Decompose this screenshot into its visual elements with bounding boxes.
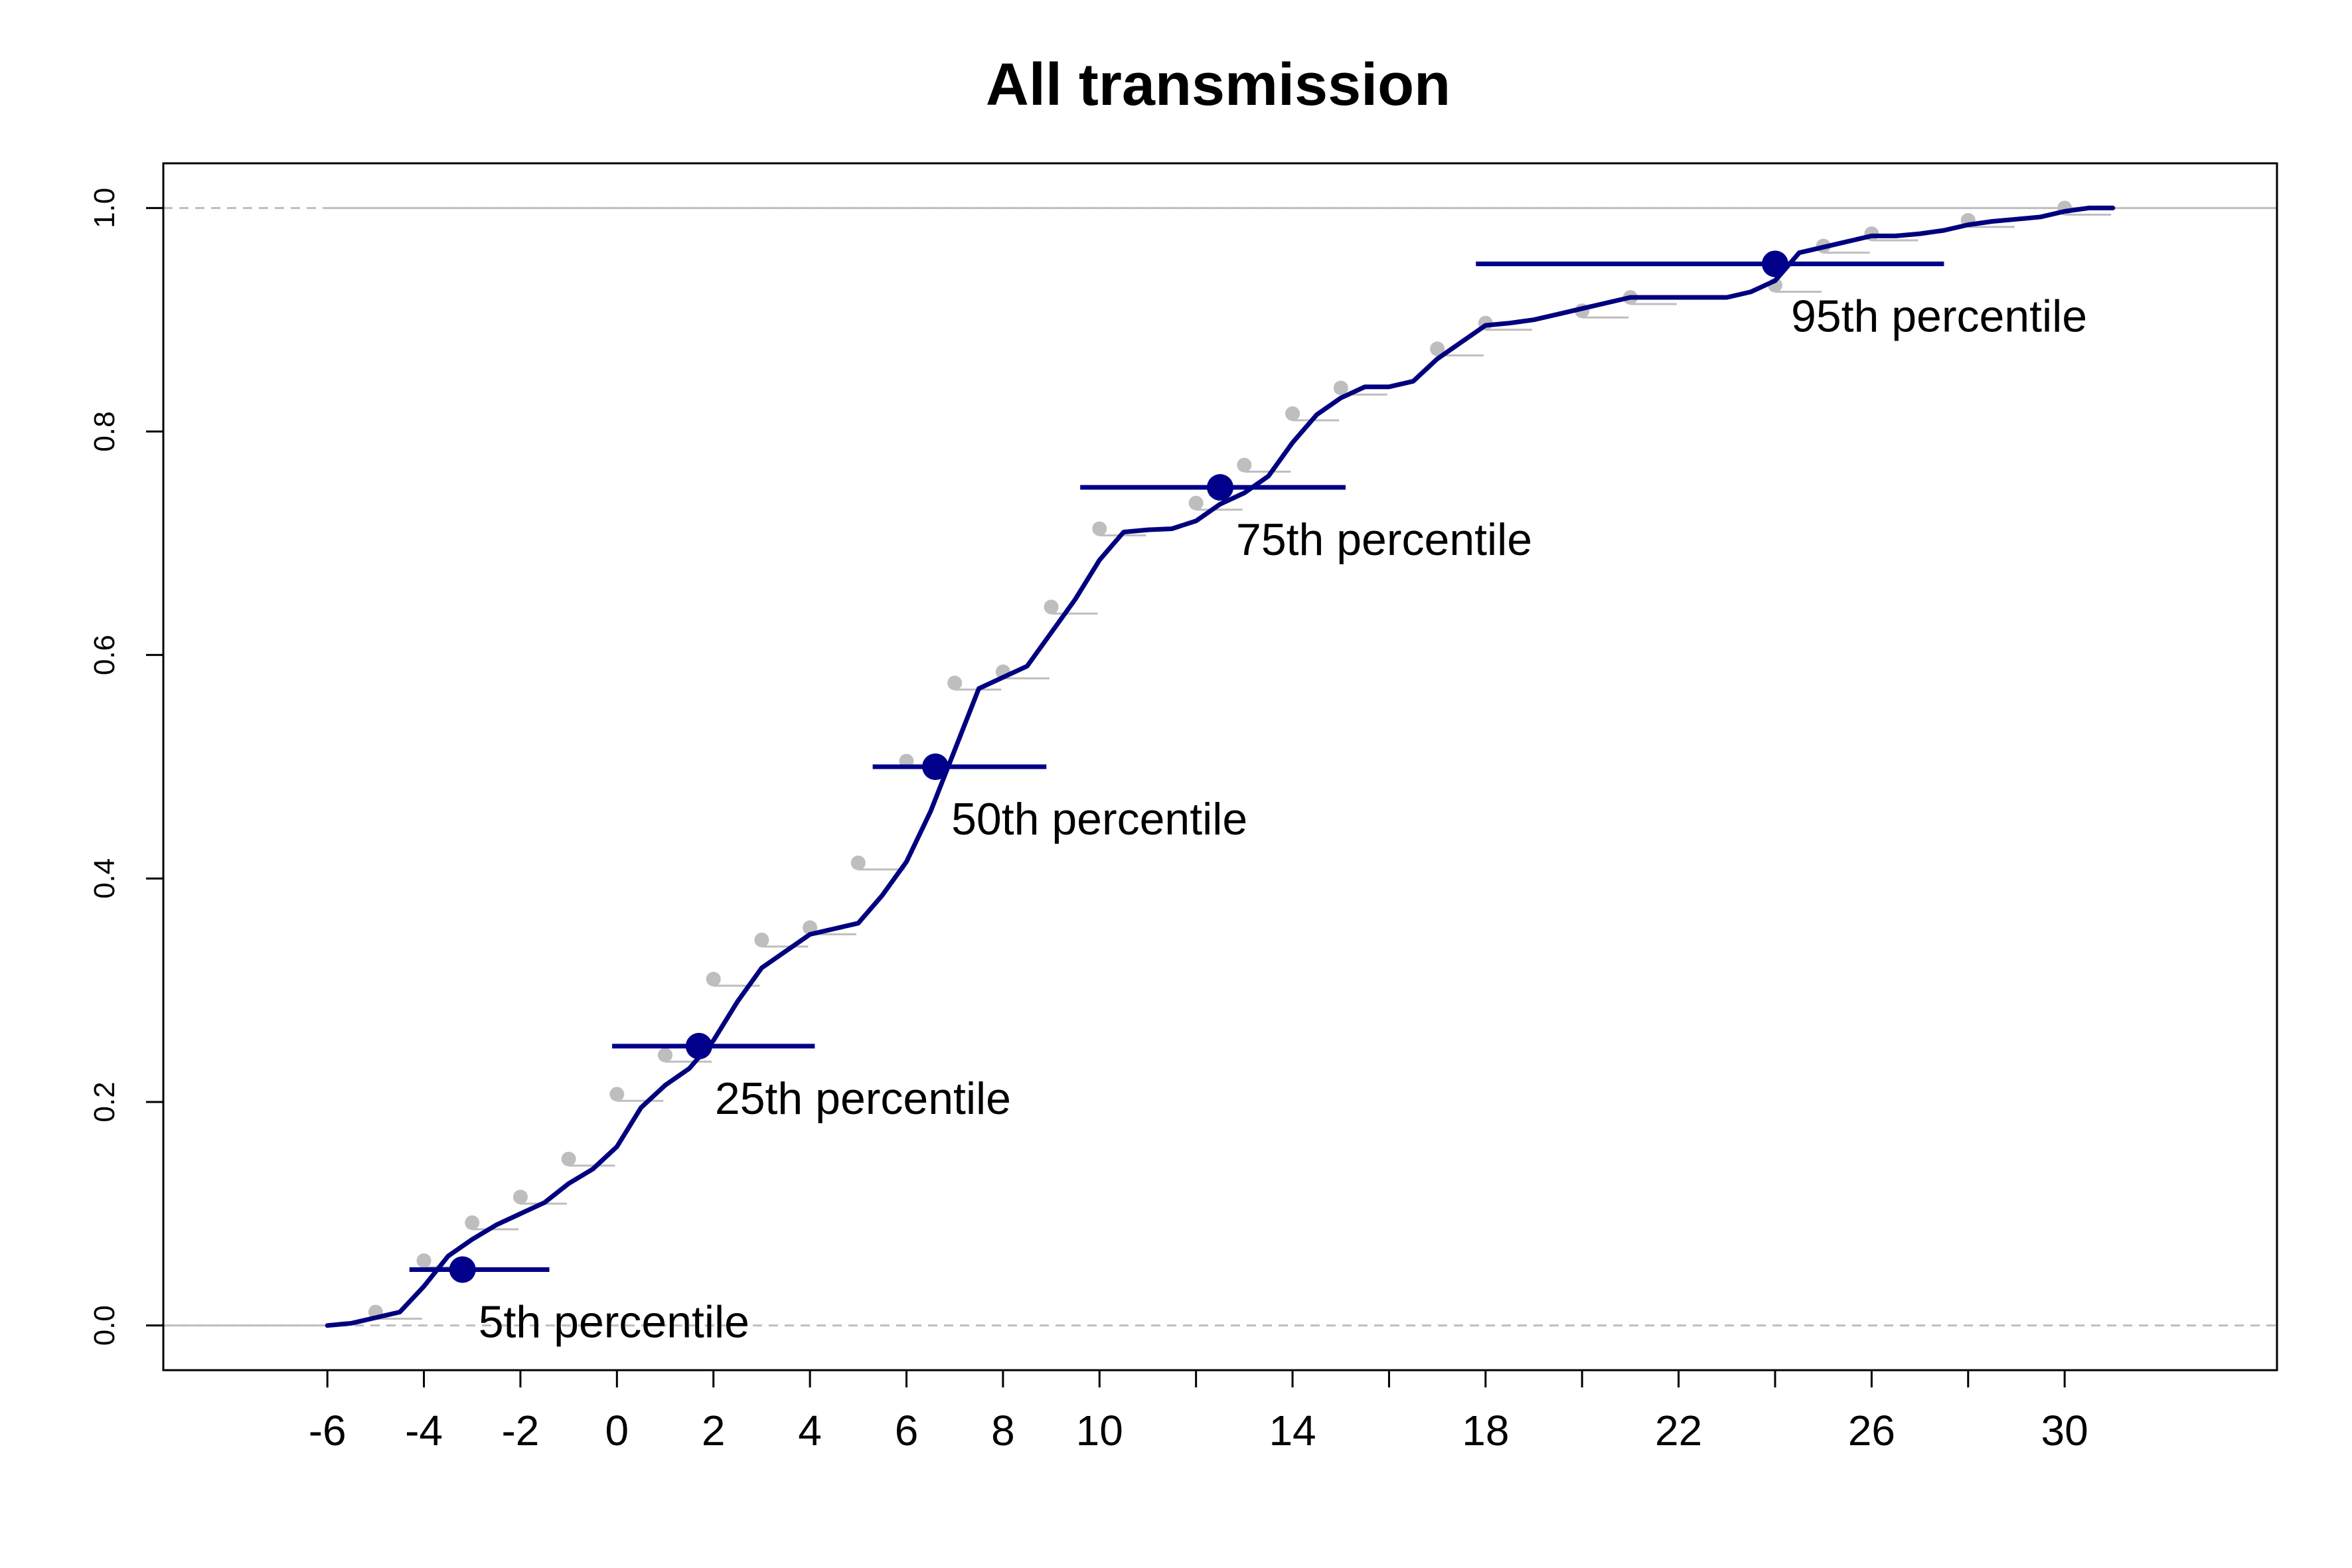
empirical-point xyxy=(512,1190,528,1205)
empirical-point xyxy=(1044,599,1059,615)
chart-title: All transmission xyxy=(986,52,1450,118)
x-tick-label: -4 xyxy=(405,1407,443,1454)
percentile-label: 5th percentile xyxy=(479,1297,749,1348)
x-tick-label: 4 xyxy=(798,1407,822,1454)
x-tick-label: 30 xyxy=(2041,1407,2088,1454)
x-axis: -6 -4 -2 0 2 4 6 8 10 14 18 22 26 30 xyxy=(309,1370,2088,1454)
x-tick-label: 10 xyxy=(1076,1407,1123,1454)
percentile-point xyxy=(1761,250,1788,277)
x-tick-label: -6 xyxy=(309,1407,347,1454)
percentile-point xyxy=(922,753,949,780)
y-tick-label: 0.4 xyxy=(88,858,121,899)
fitted-curve-layer xyxy=(325,205,2116,1328)
empirical-point xyxy=(465,1215,480,1230)
percentile-label: 75th percentile xyxy=(1236,514,1532,565)
empirical-point xyxy=(1333,380,1348,396)
y-tick-label: 0.0 xyxy=(88,1305,121,1346)
y-tick-label: 0.6 xyxy=(88,635,121,675)
x-tick-label: 6 xyxy=(895,1407,919,1454)
empirical-point xyxy=(850,855,866,870)
percentile-point xyxy=(1207,474,1233,501)
empirical-point xyxy=(416,1253,431,1269)
fitted-curve xyxy=(325,205,2116,1328)
percentile-markers: 5th percentile 25th percentile 50th percen… xyxy=(409,250,2087,1348)
y-tick-label: 1.0 xyxy=(88,188,121,228)
percentile-label: 25th percentile xyxy=(715,1073,1011,1124)
percentile-label: 95th percentile xyxy=(1791,291,2087,342)
y-tick-label: 0.8 xyxy=(88,411,121,451)
empirical-point xyxy=(1188,495,1204,510)
empirical-point xyxy=(658,1048,673,1063)
x-tick-label: 2 xyxy=(702,1407,726,1454)
empirical-point xyxy=(706,971,721,986)
empirical-point xyxy=(947,675,963,690)
plot-frame xyxy=(162,162,2278,1372)
empirical-point xyxy=(1237,457,1252,473)
y-axis: 0.0 0.2 0.4 0.6 0.8 1.0 xyxy=(88,188,163,1346)
percentile-label: 50th percentile xyxy=(951,794,1247,844)
y-tick-label: 0.2 xyxy=(88,1081,121,1122)
x-tick-label: 18 xyxy=(1462,1407,1509,1454)
percentile-point xyxy=(449,1256,476,1283)
percentile-point xyxy=(685,1032,712,1059)
empirical-point xyxy=(1092,521,1107,536)
empirical-point xyxy=(1285,406,1300,422)
x-tick-label: 22 xyxy=(1655,1407,1702,1454)
x-tick-label: 0 xyxy=(605,1407,629,1454)
empirical-point xyxy=(1430,341,1445,356)
x-tick-label: 14 xyxy=(1269,1407,1316,1454)
x-tick-label: -2 xyxy=(501,1407,539,1454)
empirical-point xyxy=(561,1151,576,1166)
empirical-point xyxy=(754,932,769,947)
empirical-point xyxy=(609,1087,625,1102)
reference-lines xyxy=(163,206,2277,1327)
x-tick-label: 26 xyxy=(1848,1407,1895,1454)
x-tick-label: 8 xyxy=(991,1407,1015,1454)
